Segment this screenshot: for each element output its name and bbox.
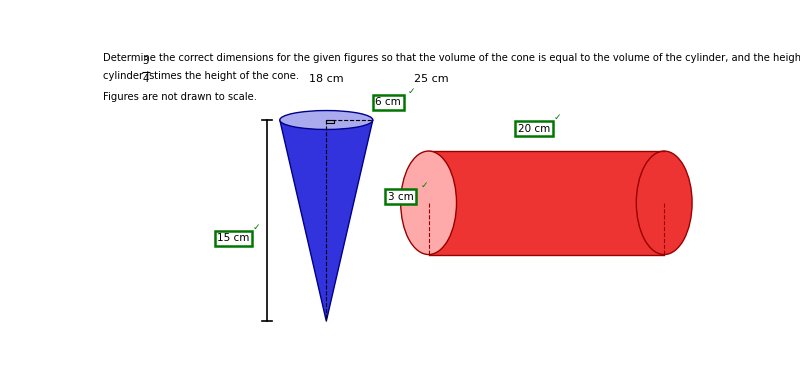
Text: ✓: ✓	[554, 113, 562, 122]
Text: 6 cm: 6 cm	[375, 97, 401, 107]
Text: 25 cm: 25 cm	[414, 74, 449, 84]
Text: cylinder is: cylinder is	[103, 71, 158, 81]
Text: Determine the correct dimensions for the given figures so that the volume of the: Determine the correct dimensions for the…	[103, 53, 800, 63]
Text: ✓: ✓	[421, 181, 428, 190]
Text: 20 cm: 20 cm	[518, 124, 550, 134]
Text: times the height of the cone.: times the height of the cone.	[151, 71, 299, 81]
Text: 3 cm: 3 cm	[388, 192, 414, 202]
Text: 18 cm: 18 cm	[309, 74, 344, 84]
Text: ✓: ✓	[408, 86, 416, 96]
Bar	[326, 120, 334, 123]
Text: 15 cm: 15 cm	[217, 233, 250, 243]
Text: 3: 3	[142, 56, 149, 66]
Bar	[429, 151, 664, 255]
Ellipse shape	[401, 151, 457, 255]
Text: ✓: ✓	[253, 223, 261, 232]
Ellipse shape	[636, 151, 692, 255]
Text: Figures are not drawn to scale.: Figures are not drawn to scale.	[103, 92, 257, 102]
Ellipse shape	[280, 111, 373, 129]
Polygon shape	[280, 120, 373, 321]
Text: 4: 4	[142, 74, 149, 84]
